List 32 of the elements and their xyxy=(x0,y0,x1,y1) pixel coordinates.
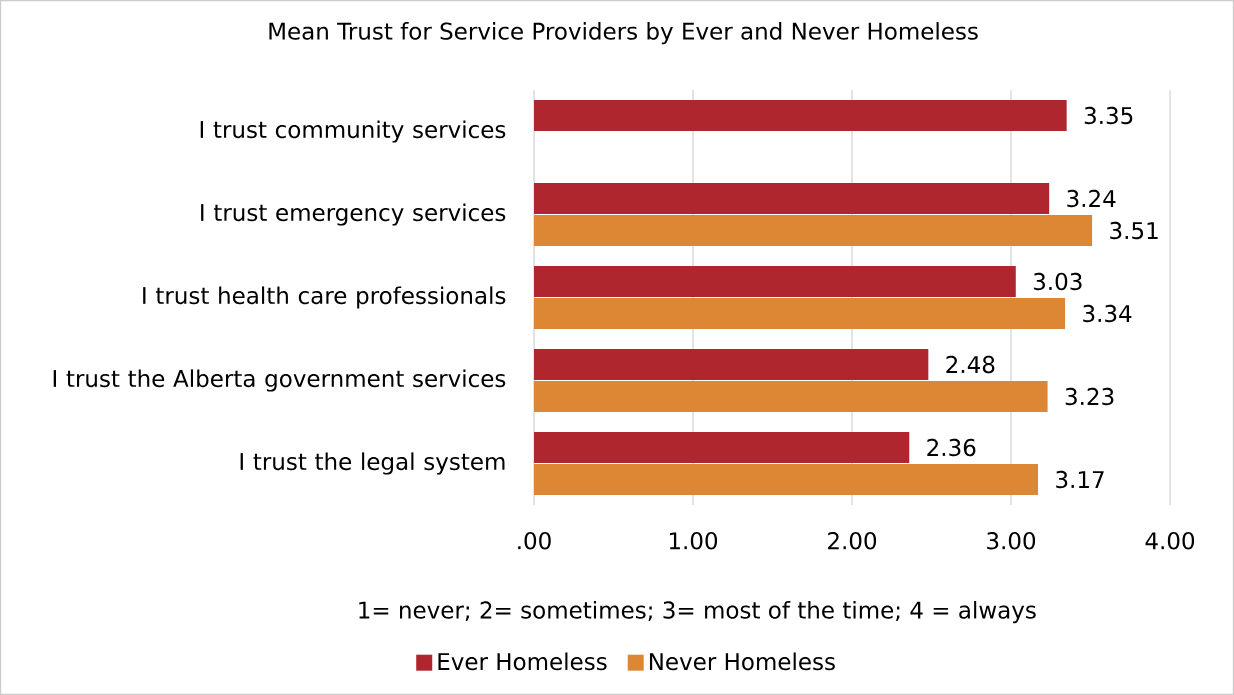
legend-label: Never Homeless xyxy=(649,652,835,671)
y-tick-label: I trust health care professionals xyxy=(143,286,506,309)
y-tick-label: I trust community services xyxy=(200,120,506,143)
bar xyxy=(534,349,929,381)
bar xyxy=(534,266,1016,297)
data-label: 3.24 xyxy=(1067,189,1116,208)
data-label: 2.36 xyxy=(927,438,976,457)
data-label: 3.23 xyxy=(1065,387,1114,406)
y-tick-label: I trust the legal system xyxy=(240,452,505,475)
x-tick-label: 4.00 xyxy=(1145,532,1195,550)
bar xyxy=(534,183,1050,214)
data-label: 3.35 xyxy=(1084,106,1133,125)
data-label: 3.03 xyxy=(1033,272,1082,291)
bar xyxy=(534,100,1067,132)
bar xyxy=(534,464,1039,496)
x-tick-label: .00 xyxy=(518,532,551,550)
bar xyxy=(534,381,1048,412)
legend-label: Ever Homeless xyxy=(438,652,607,671)
y-tick-label: I trust emergency services xyxy=(201,203,506,226)
data-label: 3.34 xyxy=(1083,304,1132,323)
x-tick-label: 2.00 xyxy=(828,532,877,550)
data-label: 3.17 xyxy=(1056,470,1104,489)
chart-title: Mean Trust for Service Providers by Ever and Never Homeless xyxy=(269,22,978,45)
bar xyxy=(534,215,1093,247)
data-label: 3.51 xyxy=(1110,221,1158,240)
y-tick-label: I trust the Alberta government services xyxy=(53,369,506,392)
bar xyxy=(534,432,910,464)
data-label: 2.48 xyxy=(946,355,995,374)
bar xyxy=(534,298,1066,329)
x-axis-title: 1= never; 2= sometimes; 3= most of the time; 4 = always xyxy=(359,600,1036,624)
x-tick-label: 3.00 xyxy=(987,532,1036,550)
x-tick-label: 1.00 xyxy=(669,532,718,550)
